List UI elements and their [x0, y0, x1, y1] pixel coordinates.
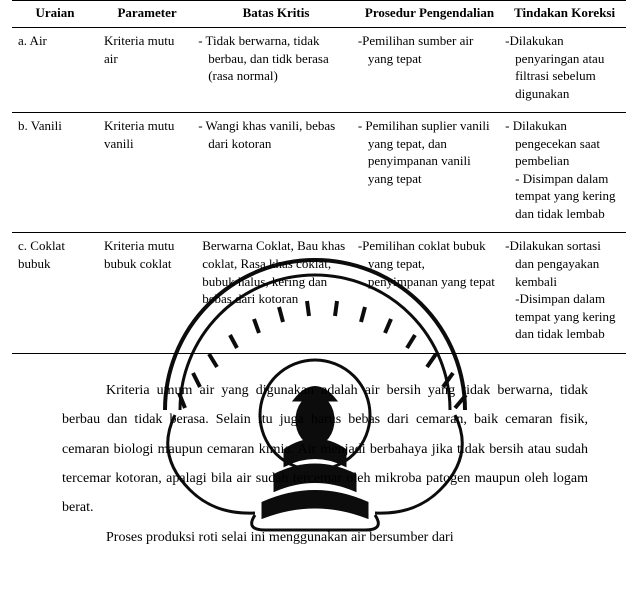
paragraph-1: Kriteria umum air yang digunakan adalah …: [62, 376, 588, 523]
cell-batas: - Tidak berwarna, tidak berbau, dan tidk…: [196, 28, 356, 113]
cell-uraian: b. Vanili: [12, 113, 98, 233]
cell-batas: - Wangi khas vanili, bebas dari kotoran: [196, 113, 356, 233]
table-row: c. Coklat bubuk Kriteria mutu bubuk cokl…: [12, 233, 626, 353]
cell-param: Kriteria mutu air: [98, 28, 196, 113]
cell-param: Kriteria mutu bubuk coklat: [98, 233, 196, 353]
cell-param: Kriteria mutu vanili: [98, 113, 196, 233]
table-row: a. Air Kriteria mutu air - Tidak berwarn…: [12, 28, 626, 113]
cell-pros: -Pemilihan coklat bubuk yang tepat, peny…: [356, 233, 503, 353]
cell-tind: -Dilakukan penyaringan atau filtrasi seb…: [503, 28, 626, 113]
col-header-tindakan: Tindakan Koreksi: [503, 1, 626, 28]
criteria-table: Uraian Parameter Batas Kritis Prosedur P…: [12, 0, 626, 354]
paragraph-2: Proses produksi roti selai ini menggunak…: [62, 523, 588, 552]
cell-tind: - Dilakukan pengecekan saat pembelian- D…: [503, 113, 626, 233]
cell-tind: -Dilakukan sortasi dan pengayakan kembal…: [503, 233, 626, 353]
col-header-prosedur: Prosedur Pengendalian: [356, 1, 503, 28]
cell-uraian: c. Coklat bubuk: [12, 233, 98, 353]
cell-pros: - Pemilihan suplier vanili yang tepat, d…: [356, 113, 503, 233]
criteria-table-wrap: Uraian Parameter Batas Kritis Prosedur P…: [0, 0, 638, 354]
table-row: b. Vanili Kriteria mutu vanili - Wangi k…: [12, 113, 626, 233]
col-header-param: Parameter: [98, 1, 196, 28]
col-header-uraian: Uraian: [12, 1, 98, 28]
body-text-block: Kriteria umum air yang digunakan adalah …: [0, 354, 638, 552]
cell-batas: Berwarna Coklat, Bau khas coklat, Rasa k…: [196, 233, 356, 353]
cell-uraian: a. Air: [12, 28, 98, 113]
cell-pros: -Pemilihan sumber air yang tepat: [356, 28, 503, 113]
col-header-batas: Batas Kritis: [196, 1, 356, 28]
table-header-row: Uraian Parameter Batas Kritis Prosedur P…: [12, 1, 626, 28]
